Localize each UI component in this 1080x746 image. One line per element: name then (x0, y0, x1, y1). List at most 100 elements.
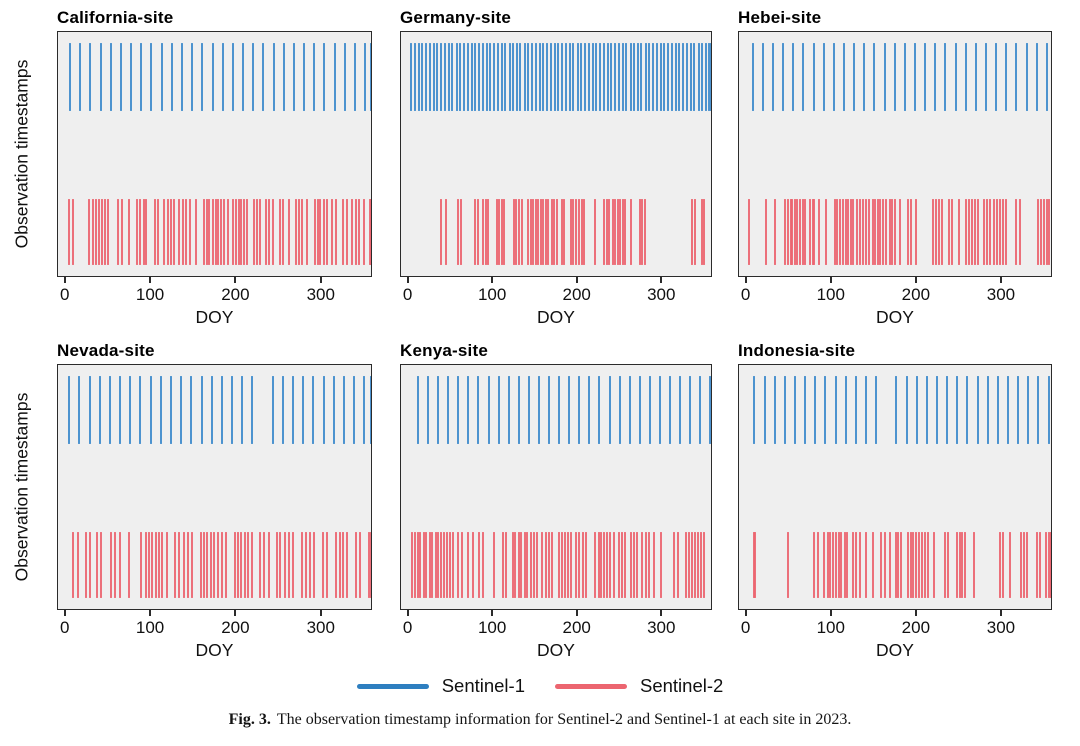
sentinel2-observation-tick (937, 199, 940, 265)
sentinel2-observation-tick (1049, 532, 1051, 598)
sentinel2-observation-tick (849, 199, 852, 265)
sentinel2-observation-tick (157, 199, 160, 265)
x-axis: 0 100 200 300 DOY (400, 610, 712, 666)
sentinel2-observation-tick (989, 199, 992, 265)
sentinel2-observation-tick (558, 532, 561, 598)
sentinel2-observation-tick (1047, 532, 1050, 598)
sentinel1-observation-tick (822, 42, 825, 112)
sentinel1-observation-tick (812, 42, 815, 112)
sentinel2-observation-tick (1048, 199, 1051, 265)
x-tick-label: 100 (477, 618, 507, 637)
x-tick-label: 100 (816, 285, 845, 304)
sentinel2-observation-tick (813, 199, 816, 265)
sentinel1-observation-tick (1005, 42, 1008, 112)
sentinel2-observation-tick (211, 199, 214, 265)
sentinel1-observation-tick (428, 42, 431, 112)
sentinel2-observation-tick (578, 532, 581, 598)
sentinel1-observation-tick (425, 42, 428, 112)
sentinel2-observation-tick (109, 532, 112, 598)
sentinel2-observation-tick (188, 199, 191, 265)
sentinel1-observation-tick (160, 42, 163, 112)
sentinel2-observation-tick (611, 199, 614, 265)
sentinel2-observation-tick (862, 199, 865, 265)
sentinel1-observation-tick (648, 375, 651, 445)
sentinel1-observation-tick (863, 42, 866, 112)
sentinel2-observation-tick (322, 199, 325, 265)
sentinel2-observation-tick (793, 199, 796, 265)
sentinel2-observation-tick (574, 532, 577, 598)
sentinel2-observation-tick (1039, 532, 1042, 598)
x-tick-label: 300 (986, 618, 1016, 637)
sentinel2-observation-tick (182, 532, 185, 598)
sentinel1-observation-tick (443, 42, 446, 112)
sentinel2-observation-tick (879, 199, 882, 265)
sentinel2-observation-tick (440, 532, 443, 598)
x-tick-mark (744, 277, 747, 283)
sentinel2-observation-tick (968, 199, 971, 265)
x-tick-label: 300 (647, 618, 676, 637)
x-tick-mark (234, 610, 237, 616)
sentinel2-observation-tick (787, 199, 790, 265)
sentinel1-observation-tick (549, 42, 552, 112)
sentinel2-observation-tick (419, 532, 422, 598)
sentinel1-observation-tick (190, 375, 193, 445)
sentinel2-observation-tick (843, 532, 846, 598)
sentinel1-observation-tick (149, 375, 152, 445)
sentinel1-observation-tick (647, 42, 650, 112)
panel-title: Germany-site (400, 8, 512, 27)
sentinel2-observation-tick (100, 532, 103, 598)
sentinel2-observation-tick (191, 532, 194, 598)
sentinel2-observation-tick (209, 532, 212, 598)
x-tick-mark (999, 277, 1002, 283)
x-tick-label: 200 (901, 618, 931, 637)
sentinel2-observation-tick (220, 532, 223, 598)
sentinel2-observation-tick (1008, 532, 1011, 598)
sentinel2-observation-tick (97, 199, 100, 265)
sentinel2-observation-tick (246, 199, 249, 265)
sentinel2-observation-tick (621, 532, 624, 598)
y-axis-label-row2: Observation timestamps (11, 392, 32, 582)
sentinel2-observation-tick (676, 532, 679, 598)
sentinel2-observation-tick (885, 199, 888, 265)
sentinel2-observation-tick (773, 199, 776, 265)
sentinel2-observation-tick (804, 199, 807, 265)
sentinel2-observation-tick (688, 532, 691, 598)
sentinel1-observation-tick (497, 375, 500, 445)
sentinel2-observation-tick (985, 199, 988, 265)
sentinel2-observation-tick (319, 199, 322, 265)
sentinel2-observation-tick (569, 199, 572, 265)
sentinel2-observation-tick (113, 532, 116, 598)
sentinel2-observation-tick (76, 532, 79, 598)
sentinel1-observation-tick (191, 42, 194, 112)
sentinel2-observation-tick (700, 199, 703, 265)
sentinel1-observation-tick (576, 42, 579, 112)
sentinel2-observation-tick (532, 199, 535, 265)
sentinel2-observation-tick (641, 199, 644, 265)
sentinel1-observation-tick (853, 42, 856, 112)
sentinel1-observation-tick (614, 42, 617, 112)
sentinel2-observation-tick (416, 532, 419, 598)
sentinel2-observation-tick (503, 199, 506, 265)
sentinel1-observation-tick (417, 42, 420, 112)
sentinel2-observation-tick (542, 199, 545, 265)
sentinel1-observation-tick (773, 375, 776, 445)
y-axis-label-row1: Observation timestamps (11, 59, 32, 249)
sentinel2-observation-tick (829, 532, 832, 598)
sentinel1-observation-tick (369, 42, 371, 112)
sentinel2-observation-tick (342, 199, 345, 265)
sentinel1-observation-tick (618, 375, 621, 445)
sentinel1-observation-tick (180, 42, 183, 112)
sentinel1-observation-tick (322, 375, 325, 445)
sentinel1-observation-tick (771, 42, 774, 112)
sentinel2-observation-tick (275, 532, 278, 598)
sentinel2-observation-tick (359, 532, 362, 598)
sentinel2-observation-tick (233, 532, 236, 598)
sentinel2-observation-tick (237, 199, 240, 265)
x-tick-label: 100 (135, 618, 165, 637)
sentinel2-observation-tick (284, 532, 287, 598)
plot-area (57, 364, 372, 610)
sentinel1-observation-tick (944, 42, 947, 112)
sentinel2-observation-tick (305, 199, 308, 265)
sentinel2-observation-tick (223, 199, 226, 265)
